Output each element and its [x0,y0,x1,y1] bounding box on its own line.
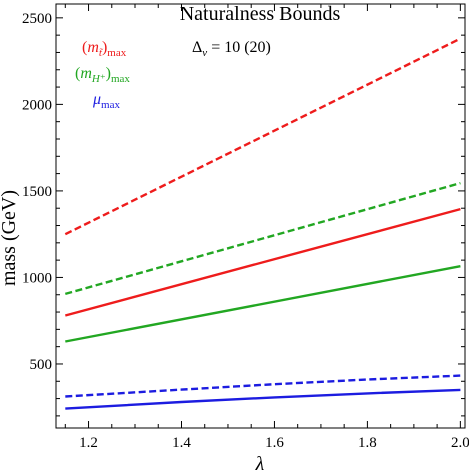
plot-frame [55,3,466,429]
y-tick-label: 2000 [22,97,52,113]
legend-entry-1: (mH⁺)max [75,65,130,85]
x-tick-label: 1.6 [265,435,284,451]
series-line-4 [65,374,461,398]
series-line-1 [64,181,461,296]
chart-title: Naturalness Bounds [180,3,341,25]
legend: (mt̃)max (mH⁺)max μmax [75,39,130,111]
series-line-3 [65,265,461,343]
y-axis-ticks: 500 1000 1500 2000 2500 [22,11,465,417]
y-tick-label: 1000 [22,270,52,286]
y-tick-label: 500 [30,357,53,373]
y-axis-label: mass (GeV) [0,190,20,286]
series-line-0 [64,37,461,236]
series-layer [64,37,461,410]
series-line-5 [65,388,461,410]
x-axis-ticks: 1.2 1.4 1.6 1.8 2.0 [64,4,469,451]
x-axis-label: λ [255,453,265,475]
x-tick-label: 1.2 [79,435,98,451]
y-tick-label: 2500 [22,11,52,27]
delta-annotation: Δv = 10 (20) [192,39,271,59]
legend-entry-2: μmax [92,91,120,111]
plot-border [55,3,466,429]
y-tick-label: 1500 [22,184,52,200]
x-tick-label: 1.8 [358,435,377,451]
x-tick-label: 2.0 [451,435,469,451]
x-tick-label: 1.4 [172,435,191,451]
legend-entry-0: (mt̃)max [82,39,127,59]
series-line-2 [64,207,461,317]
